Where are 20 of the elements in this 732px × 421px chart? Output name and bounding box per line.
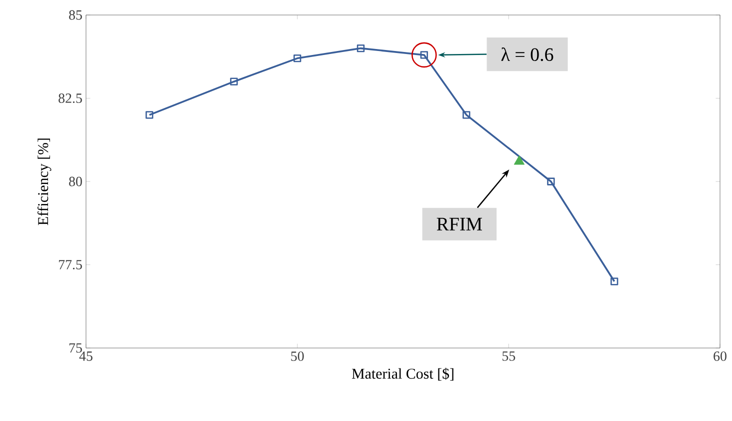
y-tick-label: 82.5: [58, 94, 82, 103]
x-tick-label: 55: [502, 352, 516, 361]
point: [610, 278, 618, 286]
y-tick-label: 77.5: [59, 260, 82, 270]
y-tick-label: 85: [69, 10, 82, 20]
y-tick-label: 80: [69, 176, 82, 186]
annotation: λ = 0.6: [501, 47, 554, 62]
point: [462, 111, 470, 119]
x-tick-label: 50: [291, 352, 304, 361]
x-tick-label: 45: [79, 352, 92, 361]
point: [230, 78, 238, 86]
x-tick-label: 60: [714, 352, 726, 361]
x-axis-title: Material Cost [$]: [352, 368, 454, 381]
y-axis-title: Efficiency [%]: [37, 138, 52, 226]
y-tick-label: 75: [69, 343, 82, 353]
annotation: RFIM: [436, 218, 482, 230]
point: [356, 44, 365, 52]
point: [146, 111, 154, 119]
point: [294, 54, 302, 62]
point: [547, 178, 555, 186]
